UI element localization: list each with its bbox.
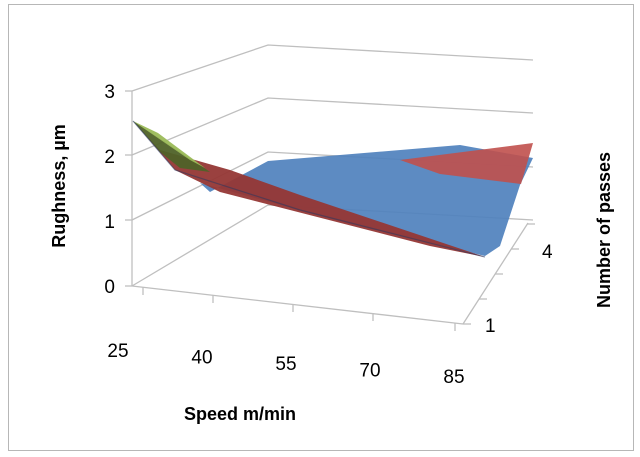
y-axis-title: Rughness, µm bbox=[49, 124, 69, 247]
x-tick-label: 25 bbox=[107, 341, 128, 362]
y-tick-label: 2 bbox=[104, 147, 115, 168]
y-tick-label: 1 bbox=[104, 212, 115, 233]
depth-tick-labels: 14 bbox=[485, 242, 553, 337]
surface-front-edge bbox=[132, 120, 486, 258]
y-tick-label: 0 bbox=[104, 277, 115, 298]
depth-axis-title: Number of passes bbox=[594, 152, 614, 308]
x-axis-ticks bbox=[142, 287, 456, 331]
surface bbox=[132, 120, 533, 258]
depth-axis-ticks bbox=[463, 223, 535, 325]
gridline-y-3 bbox=[131, 44, 534, 92]
depth-tick-label: 1 bbox=[485, 316, 496, 337]
x-axis-line bbox=[131, 285, 464, 325]
depth-tick-label: 4 bbox=[542, 242, 553, 263]
back-wall-grid bbox=[131, 44, 534, 287]
x-tick-label: 70 bbox=[359, 361, 380, 382]
gridline-y-2 bbox=[131, 97, 534, 156]
y-axis-ticks bbox=[125, 90, 132, 287]
surface-band-1-2 bbox=[400, 143, 533, 184]
y-tick-labels: 0 1 2 3 bbox=[104, 82, 115, 298]
x-tick-labels: 25 40 55 70 85 bbox=[107, 341, 464, 388]
x-tick-label: 55 bbox=[275, 354, 296, 375]
x-axis-title: Speed m/min bbox=[184, 404, 296, 424]
x-tick-label: 40 bbox=[191, 348, 212, 369]
surface-band-2-3-top bbox=[133, 121, 205, 168]
chart-frame bbox=[8, 4, 634, 451]
x-tick-label: 85 bbox=[443, 367, 464, 388]
y-tick-label: 3 bbox=[104, 82, 115, 103]
